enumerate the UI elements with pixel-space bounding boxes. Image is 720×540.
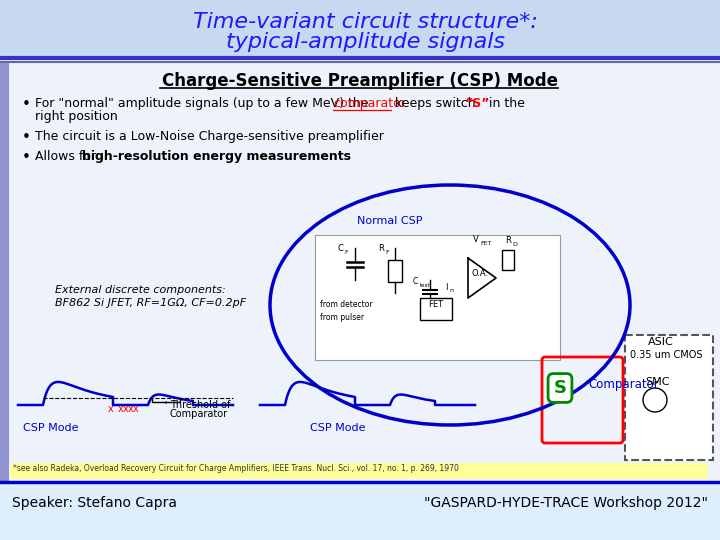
Bar xyxy=(10,463,708,479)
Bar xyxy=(315,235,560,360)
Text: ASIC: ASIC xyxy=(648,337,674,347)
Text: Comparator: Comparator xyxy=(588,378,659,391)
Text: O.A.: O.A. xyxy=(472,269,489,278)
Text: FET: FET xyxy=(428,300,443,309)
Text: "GASPARD-HYDE-TRACE Workshop 2012": "GASPARD-HYDE-TRACE Workshop 2012" xyxy=(424,496,708,510)
Text: x: x xyxy=(108,404,114,414)
Text: External discrete components:: External discrete components: xyxy=(55,285,226,295)
Text: Charge-Sensitive Preamplifier (CSP) Mode: Charge-Sensitive Preamplifier (CSP) Mode xyxy=(162,72,558,90)
Text: BF862 Si JFET, RF=1GΩ, CF=0.2pF: BF862 Si JFET, RF=1GΩ, CF=0.2pF xyxy=(55,298,246,308)
Text: 0.35 um CMOS: 0.35 um CMOS xyxy=(630,350,703,360)
Text: CSP Mode: CSP Mode xyxy=(23,423,78,433)
Text: The circuit is a Low-Noise Charge-sensitive preamplifier: The circuit is a Low-Noise Charge-sensit… xyxy=(35,130,384,143)
Bar xyxy=(388,260,402,282)
Text: CSP Mode: CSP Mode xyxy=(310,423,366,433)
Text: in the: in the xyxy=(485,97,525,110)
Text: R: R xyxy=(505,236,511,245)
Text: •: • xyxy=(22,97,31,112)
Text: high-resolution energy measurements: high-resolution energy measurements xyxy=(82,150,351,163)
Bar xyxy=(420,298,452,320)
Text: x: x xyxy=(118,404,124,414)
Text: V: V xyxy=(473,235,479,244)
Text: •: • xyxy=(22,130,31,145)
Text: “S”: “S” xyxy=(465,97,490,110)
Text: right position: right position xyxy=(35,110,118,123)
Text: FET: FET xyxy=(480,241,491,246)
Text: C: C xyxy=(413,277,418,286)
Text: Time-variant circuit structure*:: Time-variant circuit structure*: xyxy=(192,12,537,32)
Text: *see also Radeka, Overload Recovery Circuit for Charge Amplifiers, IEEE Trans. N: *see also Radeka, Overload Recovery Circ… xyxy=(13,464,459,473)
Text: keeps switch: keeps switch xyxy=(391,97,480,110)
Text: SMC: SMC xyxy=(645,377,670,387)
Text: •: • xyxy=(22,150,31,165)
Bar xyxy=(502,250,514,270)
Text: Threshold of: Threshold of xyxy=(170,400,230,410)
Text: x: x xyxy=(123,404,129,414)
Text: F: F xyxy=(385,250,389,255)
Text: from pulser: from pulser xyxy=(320,313,364,322)
Bar xyxy=(0,0,720,60)
Text: Speaker: Stefano Capra: Speaker: Stefano Capra xyxy=(12,496,177,510)
Text: For "normal" amplitude signals (up to a few MeV) the: For "normal" amplitude signals (up to a … xyxy=(35,97,372,110)
Text: Comparator: Comparator xyxy=(170,409,228,419)
Text: Allows for: Allows for xyxy=(35,150,100,163)
Text: D: D xyxy=(512,242,517,247)
Text: x: x xyxy=(133,404,139,414)
Text: F: F xyxy=(344,250,348,255)
Text: from detector: from detector xyxy=(320,300,373,309)
Text: typical-amplitude signals: typical-amplitude signals xyxy=(225,32,505,52)
Text: I: I xyxy=(445,283,448,292)
Text: test: test xyxy=(420,283,431,288)
Bar xyxy=(0,62,9,482)
Bar xyxy=(625,335,713,460)
Text: C: C xyxy=(337,244,343,253)
Text: comparator: comparator xyxy=(333,97,406,110)
Text: Normal CSP: Normal CSP xyxy=(357,216,423,226)
Text: n: n xyxy=(449,288,453,293)
Text: S: S xyxy=(554,379,567,397)
Text: x: x xyxy=(128,404,134,414)
Text: R: R xyxy=(378,244,384,253)
Bar xyxy=(0,482,720,540)
